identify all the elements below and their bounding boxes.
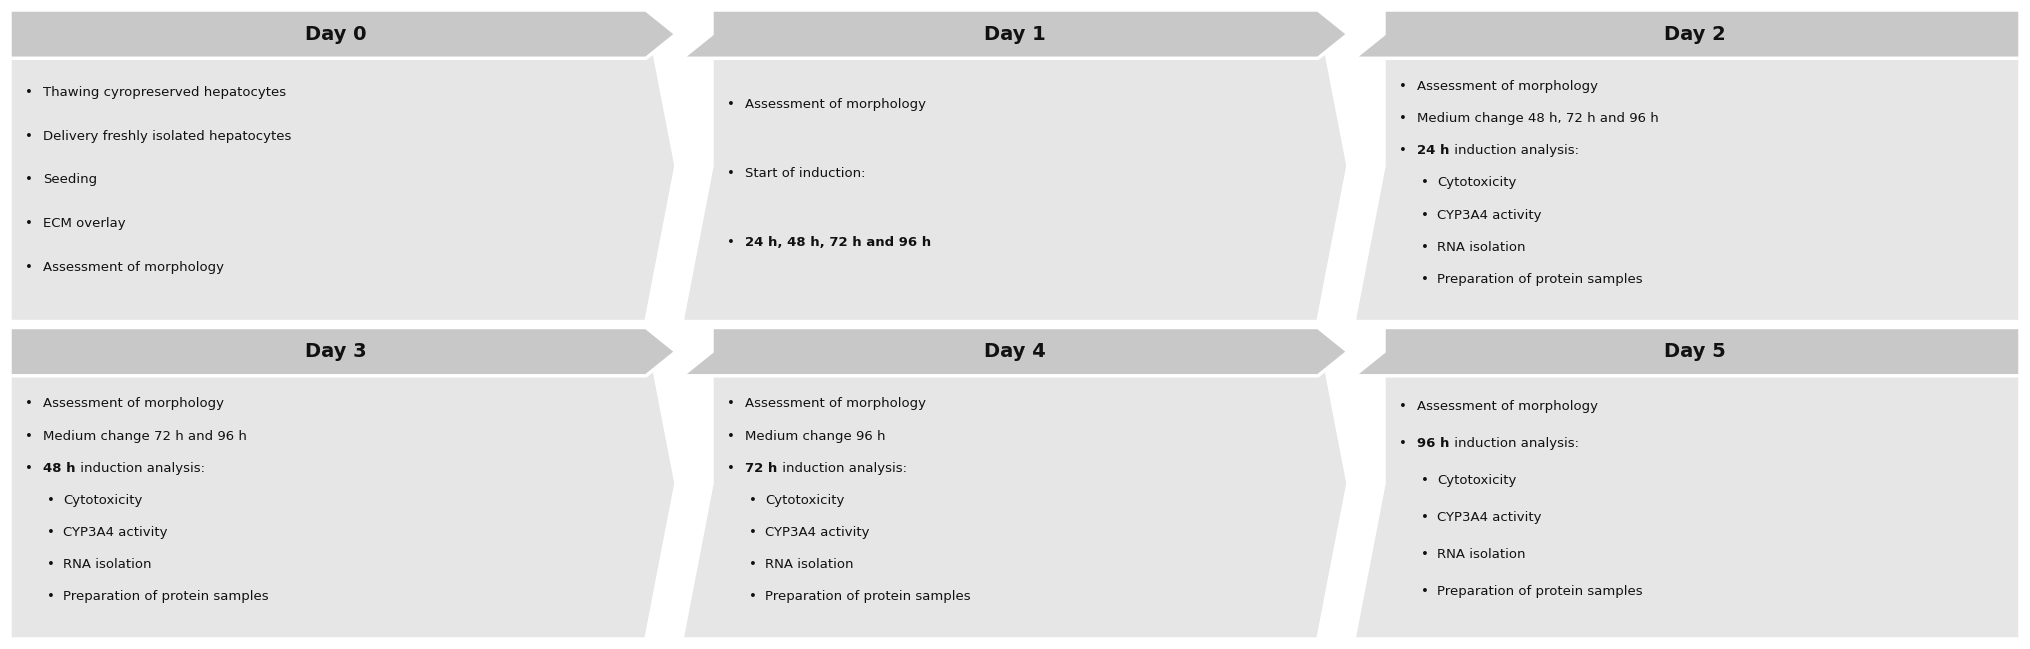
Text: •: • (1421, 177, 1429, 190)
Text: •: • (24, 86, 32, 99)
Text: CYP3A4 activity: CYP3A4 activity (1437, 511, 1541, 524)
Text: CYP3A4 activity: CYP3A4 activity (765, 526, 869, 539)
Polygon shape (1354, 328, 2020, 639)
Text: •: • (727, 236, 735, 249)
Text: •: • (1399, 437, 1407, 450)
Text: Start of induction:: Start of induction: (745, 167, 865, 180)
Text: Day 0: Day 0 (304, 25, 365, 43)
Polygon shape (682, 328, 1348, 639)
Text: Cytotoxicity: Cytotoxicity (63, 494, 142, 507)
Text: induction analysis:: induction analysis: (1449, 144, 1579, 157)
Text: RNA isolation: RNA isolation (63, 558, 152, 571)
Text: Assessment of morphology: Assessment of morphology (1417, 400, 1598, 413)
Text: Day 2: Day 2 (1665, 25, 1726, 43)
Text: •: • (24, 217, 32, 230)
Polygon shape (10, 10, 676, 321)
Text: RNA isolation: RNA isolation (1437, 241, 1525, 254)
Text: •: • (24, 261, 32, 274)
Text: ECM overlay: ECM overlay (43, 217, 126, 230)
Text: •: • (749, 526, 757, 539)
Text: •: • (1421, 273, 1429, 286)
Text: Cytotoxicity: Cytotoxicity (765, 494, 844, 507)
Text: •: • (1421, 208, 1429, 221)
Text: •: • (727, 461, 735, 474)
Text: Thawing cyropreserved hepatocytes: Thawing cyropreserved hepatocytes (43, 86, 286, 99)
Text: •: • (47, 591, 55, 604)
Text: 96 h: 96 h (1417, 437, 1449, 450)
Text: •: • (727, 430, 735, 443)
Text: •: • (1421, 548, 1429, 561)
Polygon shape (682, 10, 1348, 321)
Polygon shape (682, 328, 1348, 376)
Text: •: • (1421, 511, 1429, 524)
Text: •: • (24, 397, 32, 410)
Text: Preparation of protein samples: Preparation of protein samples (63, 591, 268, 604)
Text: •: • (727, 167, 735, 180)
Text: Assessment of morphology: Assessment of morphology (43, 261, 223, 274)
Text: •: • (727, 397, 735, 410)
Text: •: • (24, 130, 32, 143)
Text: 48 h: 48 h (43, 461, 75, 474)
Text: Day 1: Day 1 (985, 25, 1045, 43)
Text: •: • (749, 558, 757, 571)
Text: Preparation of protein samples: Preparation of protein samples (765, 591, 970, 604)
Text: CYP3A4 activity: CYP3A4 activity (1437, 208, 1541, 221)
Text: Cytotoxicity: Cytotoxicity (1437, 474, 1516, 487)
Text: •: • (24, 173, 32, 186)
Text: Medium change 96 h: Medium change 96 h (745, 430, 885, 443)
Text: Day 5: Day 5 (1665, 342, 1726, 361)
Text: Assessment of morphology: Assessment of morphology (43, 397, 223, 410)
Text: Preparation of protein samples: Preparation of protein samples (1437, 273, 1642, 286)
Polygon shape (1354, 10, 2020, 58)
Text: Day 4: Day 4 (985, 342, 1045, 361)
Text: •: • (1399, 144, 1407, 157)
Text: Seeding: Seeding (43, 173, 97, 186)
Polygon shape (682, 10, 1348, 58)
Text: induction analysis:: induction analysis: (777, 461, 907, 474)
Text: •: • (47, 494, 55, 507)
Text: CYP3A4 activity: CYP3A4 activity (63, 526, 168, 539)
Text: Preparation of protein samples: Preparation of protein samples (1437, 585, 1642, 598)
Text: •: • (24, 461, 32, 474)
Text: Day 3: Day 3 (304, 342, 365, 361)
Text: Assessment of morphology: Assessment of morphology (745, 98, 926, 111)
Text: RNA isolation: RNA isolation (765, 558, 853, 571)
Polygon shape (1354, 328, 2020, 376)
Text: Medium change 48 h, 72 h and 96 h: Medium change 48 h, 72 h and 96 h (1417, 112, 1659, 125)
Text: Cytotoxicity: Cytotoxicity (1437, 177, 1516, 190)
Polygon shape (10, 328, 676, 639)
Polygon shape (10, 328, 676, 376)
Text: •: • (1421, 241, 1429, 254)
Text: •: • (47, 558, 55, 571)
Text: •: • (749, 494, 757, 507)
Text: •: • (47, 526, 55, 539)
Text: •: • (1399, 400, 1407, 413)
Text: 24 h, 48 h, 72 h and 96 h: 24 h, 48 h, 72 h and 96 h (745, 236, 932, 249)
Text: Delivery freshly isolated hepatocytes: Delivery freshly isolated hepatocytes (43, 130, 292, 143)
Text: 24 h: 24 h (1417, 144, 1449, 157)
Text: Assessment of morphology: Assessment of morphology (745, 397, 926, 410)
Polygon shape (10, 10, 676, 58)
Text: •: • (1399, 112, 1407, 125)
Text: RNA isolation: RNA isolation (1437, 548, 1525, 561)
Text: •: • (24, 430, 32, 443)
Text: •: • (749, 591, 757, 604)
Text: 72 h: 72 h (745, 461, 777, 474)
Text: •: • (727, 98, 735, 111)
Text: •: • (1399, 80, 1407, 93)
Text: •: • (1421, 474, 1429, 487)
Text: induction analysis:: induction analysis: (75, 461, 205, 474)
Text: Assessment of morphology: Assessment of morphology (1417, 80, 1598, 93)
Text: Medium change 72 h and 96 h: Medium change 72 h and 96 h (43, 430, 248, 443)
Polygon shape (1354, 10, 2020, 321)
Text: induction analysis:: induction analysis: (1449, 437, 1579, 450)
Text: •: • (1421, 585, 1429, 598)
